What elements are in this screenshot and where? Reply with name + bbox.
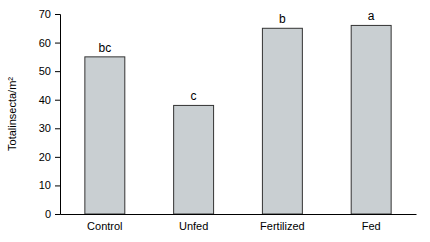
y-tick-mark	[55, 14, 60, 15]
y-tick: 0	[45, 208, 60, 220]
y-axis-title: Totalinsecta/m²	[6, 77, 18, 151]
y-axis: 0 10 20 30 40 50 60 70	[39, 8, 61, 220]
x-axis: Control Unfed Fertilized Fed	[61, 214, 417, 232]
x-axis-line	[61, 214, 417, 215]
y-tick: 70	[39, 8, 60, 20]
y-tick-label: 20	[39, 151, 51, 163]
bar	[351, 25, 391, 214]
bar	[85, 57, 125, 214]
y-tick-mark	[55, 214, 60, 215]
y-tick-mark	[55, 100, 60, 101]
y-tick: 10	[39, 179, 60, 191]
y-tick-mark	[55, 157, 60, 158]
y-tick-label: 60	[39, 37, 51, 49]
x-tick-label: Fed	[362, 220, 381, 232]
plot: 0 10 20 30 40 50 60 70 Control Unfed Fertilized Fed…	[39, 8, 417, 232]
y-tick: 40	[39, 94, 60, 106]
y-tick-label: 30	[39, 122, 51, 134]
annotations: bc c b a	[98, 9, 374, 103]
chart: 0 10 20 30 40 50 60 70 Control Unfed Fertilized Fed…	[0, 0, 430, 242]
y-tick: 50	[39, 65, 60, 77]
x-tick-label: Fertilized	[260, 220, 305, 232]
y-tick: 30	[39, 122, 60, 134]
x-tick: Fertilized	[260, 214, 305, 232]
bars	[85, 25, 391, 214]
y-tick: 20	[39, 151, 60, 163]
annotation: bc	[98, 41, 111, 55]
annotation: b	[279, 12, 286, 26]
x-tick: Fed	[362, 214, 381, 232]
y-tick-mark	[55, 185, 60, 186]
y-tick-label: 10	[39, 179, 51, 191]
x-tick: Control	[87, 214, 122, 232]
x-tick: Unfed	[179, 214, 208, 232]
y-tick-label: 50	[39, 65, 51, 77]
x-tick-label: Control	[87, 220, 122, 232]
y-tick-mark	[55, 43, 60, 44]
annotation: c	[191, 89, 197, 103]
y-tick: 60	[39, 37, 60, 49]
bar	[262, 28, 302, 214]
y-tick-mark	[55, 71, 60, 72]
y-axis-line	[55, 15, 61, 215]
x-tick-label: Unfed	[179, 220, 208, 232]
y-tick-label: 70	[39, 8, 51, 20]
y-tick-mark	[55, 128, 60, 129]
annotation: a	[368, 9, 375, 23]
y-tick-label: 40	[39, 94, 51, 106]
y-tick-label: 0	[45, 208, 51, 220]
bar	[174, 105, 214, 214]
